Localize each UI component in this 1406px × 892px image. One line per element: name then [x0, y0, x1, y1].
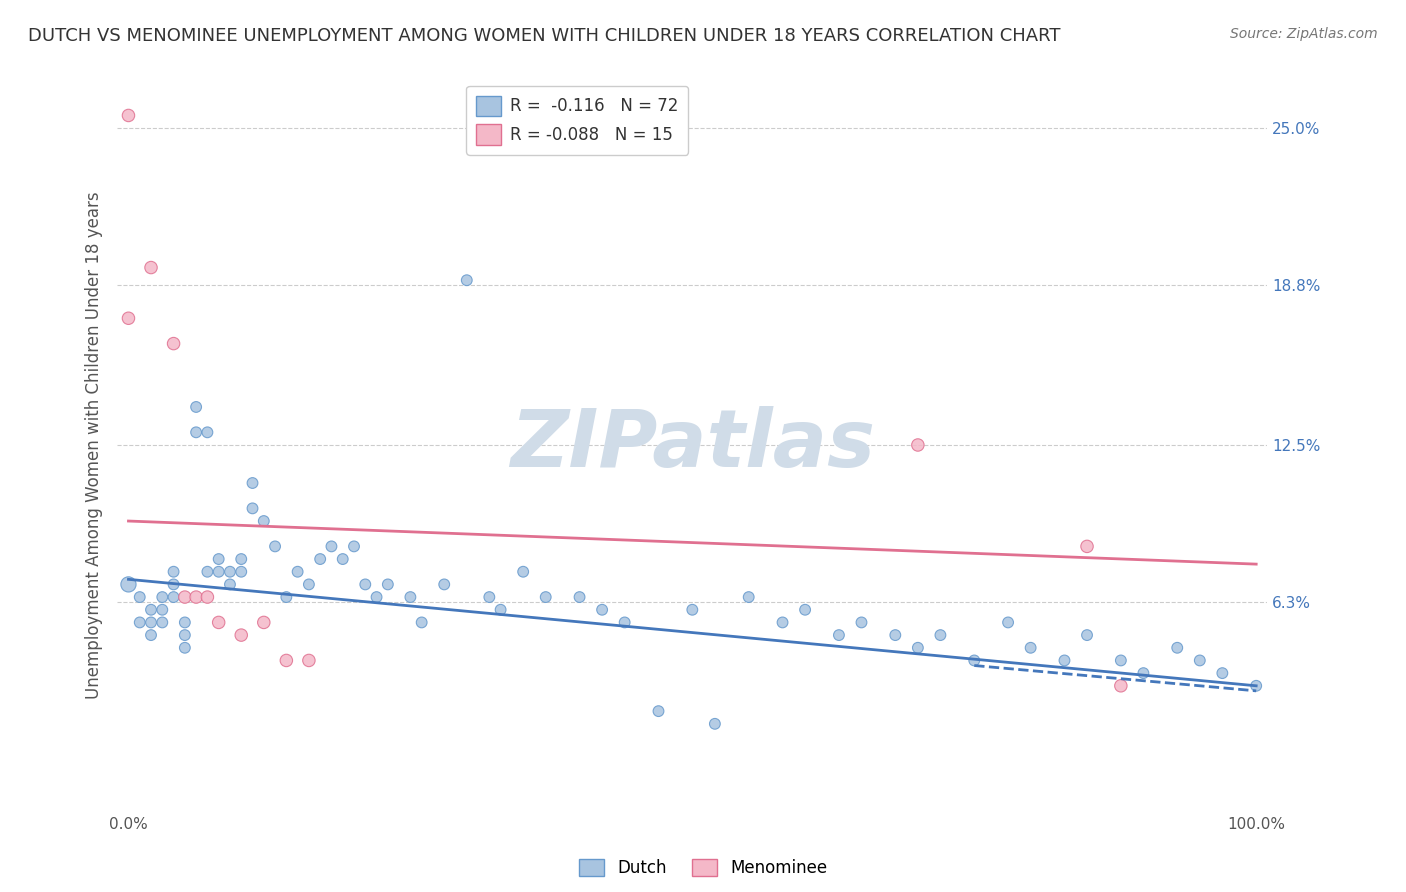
Point — [162, 336, 184, 351]
Point — [512, 565, 534, 579]
Point — [433, 577, 456, 591]
Point — [208, 615, 231, 630]
Point — [794, 603, 817, 617]
Point — [197, 425, 219, 440]
Point — [963, 653, 986, 667]
Point — [1244, 679, 1267, 693]
Point — [321, 540, 343, 554]
Point — [150, 590, 173, 604]
Point — [231, 565, 253, 579]
Text: Source: ZipAtlas.com: Source: ZipAtlas.com — [1230, 27, 1378, 41]
Point — [377, 577, 399, 591]
Point — [173, 615, 195, 630]
Point — [997, 615, 1019, 630]
Point — [1109, 653, 1132, 667]
Point — [1019, 640, 1042, 655]
Point — [828, 628, 851, 642]
Point — [456, 273, 478, 287]
Point — [1109, 679, 1132, 693]
Text: ZIPatlas: ZIPatlas — [510, 406, 875, 484]
Point — [117, 108, 139, 122]
Point — [298, 653, 321, 667]
Point — [647, 704, 669, 718]
Point — [568, 590, 591, 604]
Point — [208, 552, 231, 566]
Point — [287, 565, 309, 579]
Point — [117, 577, 139, 591]
Text: DUTCH VS MENOMINEE UNEMPLOYMENT AMONG WOMEN WITH CHILDREN UNDER 18 YEARS CORRELA: DUTCH VS MENOMINEE UNEMPLOYMENT AMONG WO… — [28, 27, 1060, 45]
Point — [411, 615, 433, 630]
Point — [184, 425, 207, 440]
Point — [354, 577, 377, 591]
Point — [173, 590, 195, 604]
Point — [117, 311, 139, 326]
Point — [184, 590, 207, 604]
Point — [139, 628, 162, 642]
Point — [276, 653, 298, 667]
Point — [332, 552, 354, 566]
Y-axis label: Unemployment Among Women with Children Under 18 years: Unemployment Among Women with Children U… — [86, 191, 103, 698]
Point — [162, 590, 184, 604]
Point — [309, 552, 332, 566]
Point — [1132, 666, 1154, 681]
Point — [173, 628, 195, 642]
Point — [343, 540, 366, 554]
Point — [399, 590, 422, 604]
Point — [139, 615, 162, 630]
Point — [738, 590, 761, 604]
Point — [1166, 640, 1188, 655]
Point — [681, 603, 703, 617]
Legend: Dutch, Menominee: Dutch, Menominee — [572, 852, 834, 884]
Point — [184, 400, 207, 414]
Point — [264, 540, 287, 554]
Point — [851, 615, 873, 630]
Point — [591, 603, 613, 617]
Point — [703, 716, 725, 731]
Point — [139, 260, 162, 275]
Point — [253, 615, 276, 630]
Point — [772, 615, 794, 630]
Point — [1076, 628, 1098, 642]
Point — [162, 565, 184, 579]
Point — [208, 565, 231, 579]
Point — [219, 565, 242, 579]
Point — [197, 565, 219, 579]
Point — [219, 577, 242, 591]
Point — [173, 640, 195, 655]
Point — [150, 615, 173, 630]
Point — [298, 577, 321, 591]
Point — [150, 603, 173, 617]
Point — [478, 590, 501, 604]
Point — [139, 603, 162, 617]
Point — [231, 628, 253, 642]
Point — [907, 438, 929, 452]
Point — [231, 552, 253, 566]
Point — [242, 475, 264, 490]
Point — [128, 615, 150, 630]
Point — [884, 628, 907, 642]
Point — [242, 501, 264, 516]
Point — [1076, 540, 1098, 554]
Point — [276, 590, 298, 604]
Point — [162, 577, 184, 591]
Point — [907, 640, 929, 655]
Point — [1188, 653, 1211, 667]
Point — [613, 615, 636, 630]
Point — [929, 628, 952, 642]
Legend: R =  -0.116   N = 72, R = -0.088   N = 15: R = -0.116 N = 72, R = -0.088 N = 15 — [467, 86, 688, 155]
Point — [1053, 653, 1076, 667]
Point — [197, 590, 219, 604]
Point — [534, 590, 557, 604]
Point — [128, 590, 150, 604]
Point — [489, 603, 512, 617]
Point — [253, 514, 276, 528]
Point — [366, 590, 388, 604]
Point — [1211, 666, 1233, 681]
